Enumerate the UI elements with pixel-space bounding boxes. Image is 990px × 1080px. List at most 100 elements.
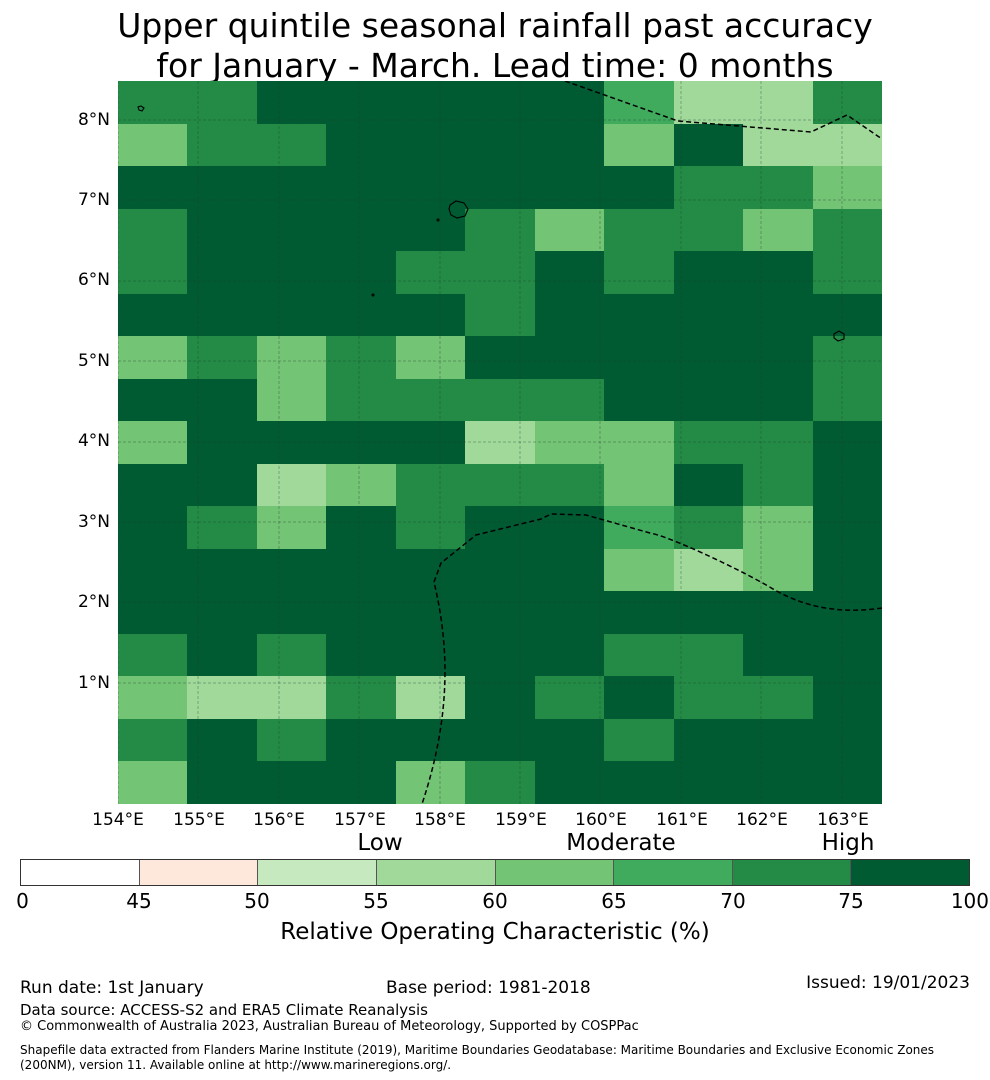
- grid-cell: [396, 634, 466, 678]
- colorbar-tick: 0: [16, 889, 29, 913]
- island-outlines: [137, 105, 845, 342]
- grid-cell: [187, 719, 258, 763]
- grid-cell: [257, 379, 327, 423]
- colorbar-tick: 60: [482, 889, 508, 913]
- grid-cell: [187, 506, 258, 550]
- grid-cell: [326, 634, 397, 678]
- grid-cell: [743, 336, 814, 380]
- grid-cell: [604, 379, 675, 423]
- lon-label: 160°E: [575, 810, 627, 830]
- grid-cell: [118, 336, 188, 380]
- grid-cell: [743, 634, 814, 678]
- grid-cell: [535, 549, 605, 593]
- rainfall-accuracy-map[interactable]: [118, 81, 882, 804]
- grid-cell: [257, 166, 327, 210]
- grid-cell: [604, 81, 675, 125]
- colorbar-tick: 65: [601, 889, 627, 913]
- grid-cell: [118, 761, 188, 804]
- grid-cell: [257, 761, 327, 804]
- grid-cell: [604, 124, 675, 168]
- grid-cell: [465, 209, 536, 253]
- lat-label: 2°N: [77, 592, 110, 612]
- grid-cell: [326, 81, 397, 125]
- pohnpei-island: [448, 200, 469, 219]
- grid-cell: [604, 506, 675, 550]
- grid-cell: [743, 379, 814, 423]
- islet: [436, 218, 440, 222]
- mokil-atoll: [137, 105, 145, 112]
- grid-cell: [674, 421, 744, 465]
- grid-cell: [257, 506, 327, 550]
- grid-cell: [535, 166, 605, 210]
- grid-cell: [743, 294, 814, 338]
- grid-cell: [604, 421, 675, 465]
- grid-cell: [326, 379, 397, 423]
- grid-cell: [535, 124, 605, 168]
- grid-cell: [257, 591, 327, 635]
- grid-cell: [396, 124, 466, 168]
- grid-cell: [813, 209, 882, 253]
- grid-cell: [257, 251, 327, 295]
- grid-cell: [396, 719, 466, 763]
- grid-cell: [465, 336, 536, 380]
- grid-cell: [813, 464, 882, 508]
- grid-cell: [674, 336, 744, 380]
- grid-cell: [674, 81, 744, 125]
- grid-cell: [813, 549, 882, 593]
- grid-cell: [396, 251, 466, 295]
- grid-cell: [465, 634, 536, 678]
- colorbar: [20, 859, 970, 886]
- grid-cell: [535, 506, 605, 550]
- grid-cell: [674, 209, 744, 253]
- grid-cell: [743, 761, 814, 804]
- grid-cell: [326, 251, 397, 295]
- lat-label: 7°N: [77, 190, 110, 210]
- grid-cell: [535, 379, 605, 423]
- grid-cell: [396, 506, 466, 550]
- grid-cell: [396, 294, 466, 338]
- grid-cell: [326, 591, 397, 635]
- colorbar-segment: [851, 860, 969, 885]
- grid-cell: [674, 591, 744, 635]
- grid-cell: [604, 634, 675, 678]
- grid-cell: [257, 719, 327, 763]
- grid-cell: [257, 421, 327, 465]
- lat-label: 8°N: [77, 110, 110, 130]
- grid-cell: [118, 166, 188, 210]
- grid-cell: [396, 591, 466, 635]
- grid-cell: [187, 591, 258, 635]
- shapefile-credit: Shapefile data extracted from Flanders M…: [20, 1043, 934, 1073]
- grid-cell: [674, 634, 744, 678]
- grid-cell: [465, 591, 536, 635]
- grid-cell: [396, 761, 466, 804]
- colorbar-tick: 75: [838, 889, 864, 913]
- grid-cell: [813, 761, 882, 804]
- base-period: Base period: 1981-2018: [386, 978, 591, 998]
- title-line-2: for January - March. Lead time: 0 months: [156, 46, 834, 85]
- grid-cell: [257, 336, 327, 380]
- grid-cell: [187, 209, 258, 253]
- grid-cell: [187, 549, 258, 593]
- lon-label: 158°E: [414, 810, 466, 830]
- grid-cell: [118, 251, 188, 295]
- lat-label: 3°N: [77, 512, 110, 532]
- grid-cell: [674, 676, 744, 720]
- grid-cell: [743, 719, 814, 763]
- grid-cell: [674, 294, 744, 338]
- lon-label: 159°E: [495, 810, 547, 830]
- grid-cell: [257, 549, 327, 593]
- lat-label: 5°N: [77, 351, 110, 371]
- grid-cell: [396, 549, 466, 593]
- grid-cell: [813, 719, 882, 763]
- grid-cell: [813, 81, 882, 125]
- grid-cell: [118, 676, 188, 720]
- grid-cell: [396, 209, 466, 253]
- grid-cell: [604, 676, 675, 720]
- issued-date: Issued: 19/01/2023: [806, 973, 970, 993]
- lon-label: 154°E: [92, 810, 144, 830]
- grid-cell: [604, 549, 675, 593]
- grid-cell: [396, 676, 466, 720]
- grid-cell: [187, 634, 258, 678]
- grid-cell: [187, 251, 258, 295]
- map-title: Upper quintile seasonal rainfall past ac…: [0, 6, 990, 86]
